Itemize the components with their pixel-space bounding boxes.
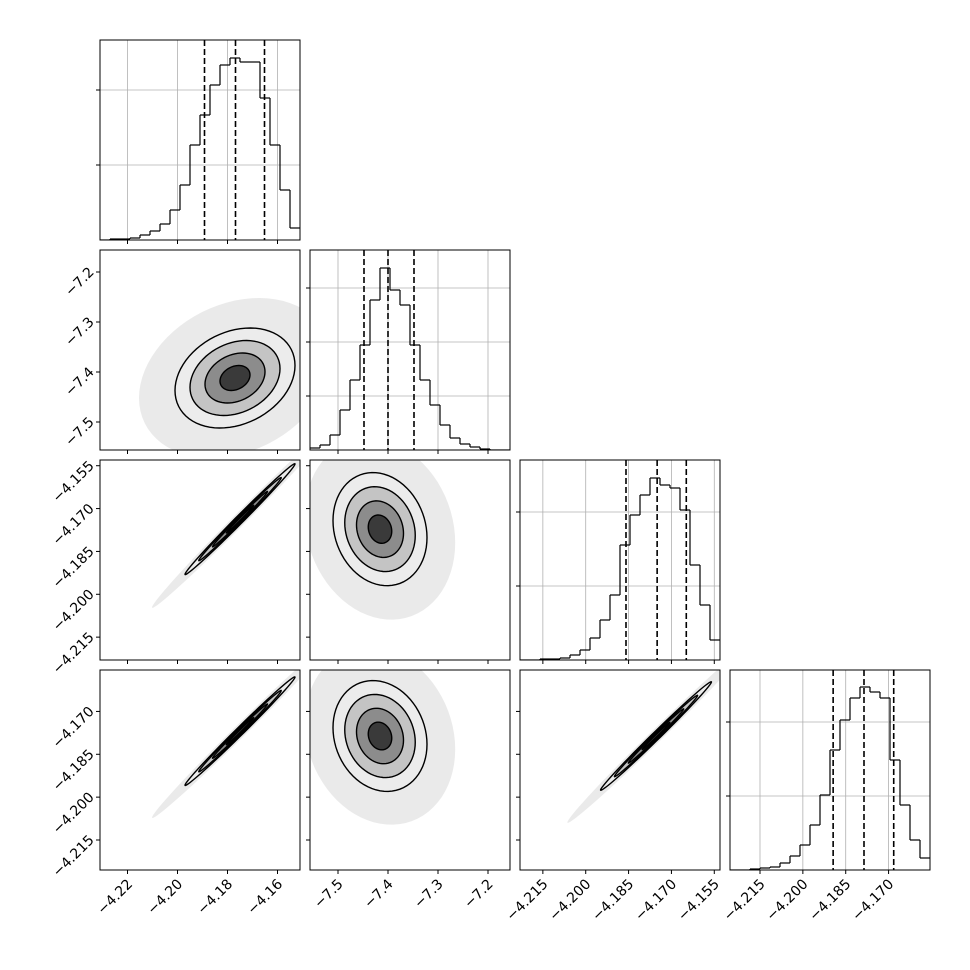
x-tick-label: −4.215 (721, 876, 769, 924)
contour (197, 476, 283, 562)
contour (332, 679, 428, 793)
contour (344, 693, 416, 779)
y-tick-label: −4.200 (50, 587, 98, 635)
contour (367, 514, 393, 544)
panel-frame (309, 669, 511, 871)
panel (310, 460, 456, 620)
y-tick-label: −4.185 (50, 747, 98, 795)
x-tick-label: −4.170 (849, 876, 897, 924)
y-tick-label: −4.200 (50, 789, 98, 837)
density-fill (368, 515, 392, 544)
panel (310, 250, 510, 450)
contour (219, 364, 251, 392)
contour (211, 703, 269, 760)
contour (355, 500, 405, 559)
panel (520, 460, 720, 660)
contour (189, 339, 281, 417)
contour (344, 486, 416, 573)
panel (310, 670, 456, 825)
panel-frame (309, 249, 511, 451)
density-fill (368, 722, 392, 750)
contour (627, 708, 685, 764)
x-tick-label: −4.215 (504, 876, 552, 924)
panel-frame (309, 459, 511, 661)
contour (367, 721, 393, 751)
x-tick-label: −4.18 (195, 876, 237, 918)
y-tick-label: −4.155 (50, 458, 98, 506)
x-tick-label: −7.5 (311, 876, 346, 911)
panel-frame (519, 669, 721, 871)
contour (355, 707, 405, 765)
contour (225, 504, 255, 534)
x-tick-label: −4.22 (95, 876, 137, 918)
panel-frame (729, 669, 931, 871)
x-tick-label: −4.170 (632, 876, 680, 924)
panel-frame (99, 669, 301, 871)
contour (641, 721, 671, 751)
x-tick-label: −4.16 (245, 876, 287, 918)
density-fill (642, 722, 670, 750)
y-tick-label: −7.5 (62, 414, 97, 449)
y-tick-label: −7.3 (62, 314, 97, 349)
panel (152, 460, 300, 608)
x-tick-label: −7.3 (411, 876, 446, 911)
panel (100, 40, 300, 240)
density-fill (226, 717, 254, 745)
contour (197, 689, 283, 773)
x-tick-label: −7.4 (361, 876, 396, 911)
x-tick-label: −4.155 (675, 876, 723, 924)
y-tick-label: −4.215 (50, 832, 98, 880)
contour (204, 352, 266, 404)
y-tick-label: −4.215 (50, 629, 98, 677)
y-tick-label: −4.170 (50, 704, 98, 752)
panel-frame (99, 249, 301, 451)
contour (599, 680, 713, 792)
x-tick-label: −4.185 (589, 876, 637, 924)
y-tick-label: −4.170 (50, 501, 98, 549)
density-fill (220, 365, 250, 391)
contour (184, 676, 296, 787)
y-tick-label: −4.185 (50, 544, 98, 592)
density-fill (226, 505, 254, 533)
contour (211, 490, 269, 548)
panel (139, 298, 300, 450)
contour (613, 694, 699, 778)
contour (225, 716, 255, 746)
panel (567, 670, 720, 823)
x-tick-label: −4.200 (764, 876, 812, 924)
x-tick-label: −4.185 (806, 876, 854, 924)
x-tick-label: −4.200 (546, 876, 594, 924)
contour (332, 471, 428, 587)
x-tick-label: −7.2 (461, 876, 496, 911)
y-tick-label: −7.2 (62, 264, 97, 299)
panel (152, 670, 300, 818)
panel-frame (99, 39, 301, 241)
panel (730, 670, 930, 870)
contour (184, 462, 296, 576)
panel-frame (99, 459, 301, 661)
contour (174, 327, 296, 429)
y-tick-label: −7.4 (62, 364, 97, 399)
panel-frame (519, 459, 721, 661)
x-tick-label: −4.20 (145, 876, 187, 918)
